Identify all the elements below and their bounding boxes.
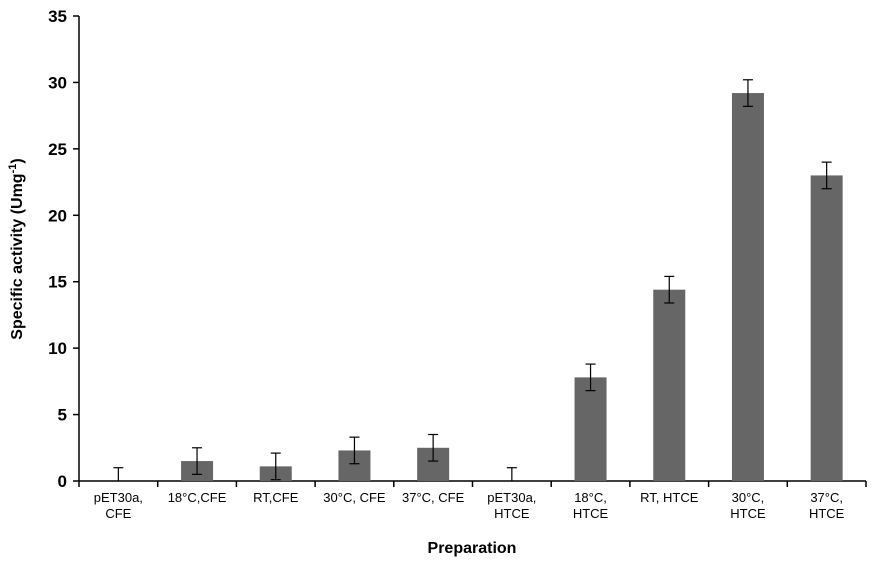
x-tick-label-line: 30°C, CFE (323, 490, 386, 505)
x-tick-label-line: 18°C,CFE (168, 490, 227, 505)
y-tick-label: 30 (48, 73, 67, 92)
x-tick-label: RT, HTCE (640, 490, 699, 505)
x-tick-label-line: RT, HTCE (640, 490, 699, 505)
x-tick-label-line: 37°C, (810, 490, 843, 505)
x-tick-label: 18°C, HTCE (573, 490, 609, 521)
error-bar (742, 79, 753, 107)
error-bar (585, 363, 596, 392)
y-axis-title-main: Specific activity (Umg (9, 173, 26, 339)
y-tick-label: 0 (58, 472, 67, 491)
y-tick-label: 15 (48, 273, 67, 292)
x-tick-label-line: 30°C, (732, 490, 765, 505)
error-bar (192, 447, 203, 475)
y-tick-label: 35 (48, 7, 67, 26)
y-tick-label: 20 (48, 206, 67, 225)
y-tick-label: 5 (58, 406, 67, 425)
y-ticks: 0 5 10 15 20 25 30 35 (48, 7, 79, 491)
x-tick-label-line: CFE (105, 506, 131, 521)
y-axis-title-close: ) (9, 158, 26, 163)
x-tick-label-line: pET30a, (487, 490, 536, 505)
y-tick-label: 25 (48, 140, 67, 159)
x-axis-title: Preparation (428, 540, 517, 557)
x-tick-label-line: 37°C, CFE (402, 490, 465, 505)
x-tick-label: RT,CFE (253, 490, 299, 505)
error-bar (428, 433, 439, 462)
y-axis-title: Specific activity (Umg-1) (7, 158, 26, 339)
x-tick-label: pET30a, CFE (94, 490, 143, 521)
bar (731, 93, 764, 482)
bar (810, 175, 843, 481)
y-tick-label: 10 (48, 339, 67, 358)
x-tick-label: 30°C, CFE (323, 490, 386, 505)
x-tick-label-line: pET30a, (94, 490, 143, 505)
x-tick-label-line: RT,CFE (253, 490, 299, 505)
x-tick-label-line: HTCE (730, 506, 766, 521)
error-bar (664, 275, 675, 304)
error-bar (349, 436, 360, 465)
error-bar (113, 467, 124, 481)
bar (653, 289, 686, 481)
x-tick-label: 30°C, HTCE (730, 490, 766, 521)
x-tick-label-line: HTCE (809, 506, 845, 521)
x-tick-label: pET30a, HTCE (487, 490, 536, 521)
x-tick-label: 37°C, HTCE (809, 490, 845, 521)
x-tick-label-line: 18°C, (574, 490, 607, 505)
error-bar (270, 452, 281, 481)
error-bars (113, 79, 832, 481)
x-tick-label-line: HTCE (573, 506, 609, 521)
error-bar (821, 161, 832, 190)
x-tick-label: 18°C,CFE (168, 490, 227, 505)
x-tick-label: 37°C, CFE (402, 490, 465, 505)
x-tick-label-line: HTCE (494, 506, 530, 521)
bar (574, 377, 607, 481)
y-axis-title-superscript: -1 (7, 164, 19, 174)
bars (181, 93, 843, 482)
error-bar (506, 467, 517, 481)
